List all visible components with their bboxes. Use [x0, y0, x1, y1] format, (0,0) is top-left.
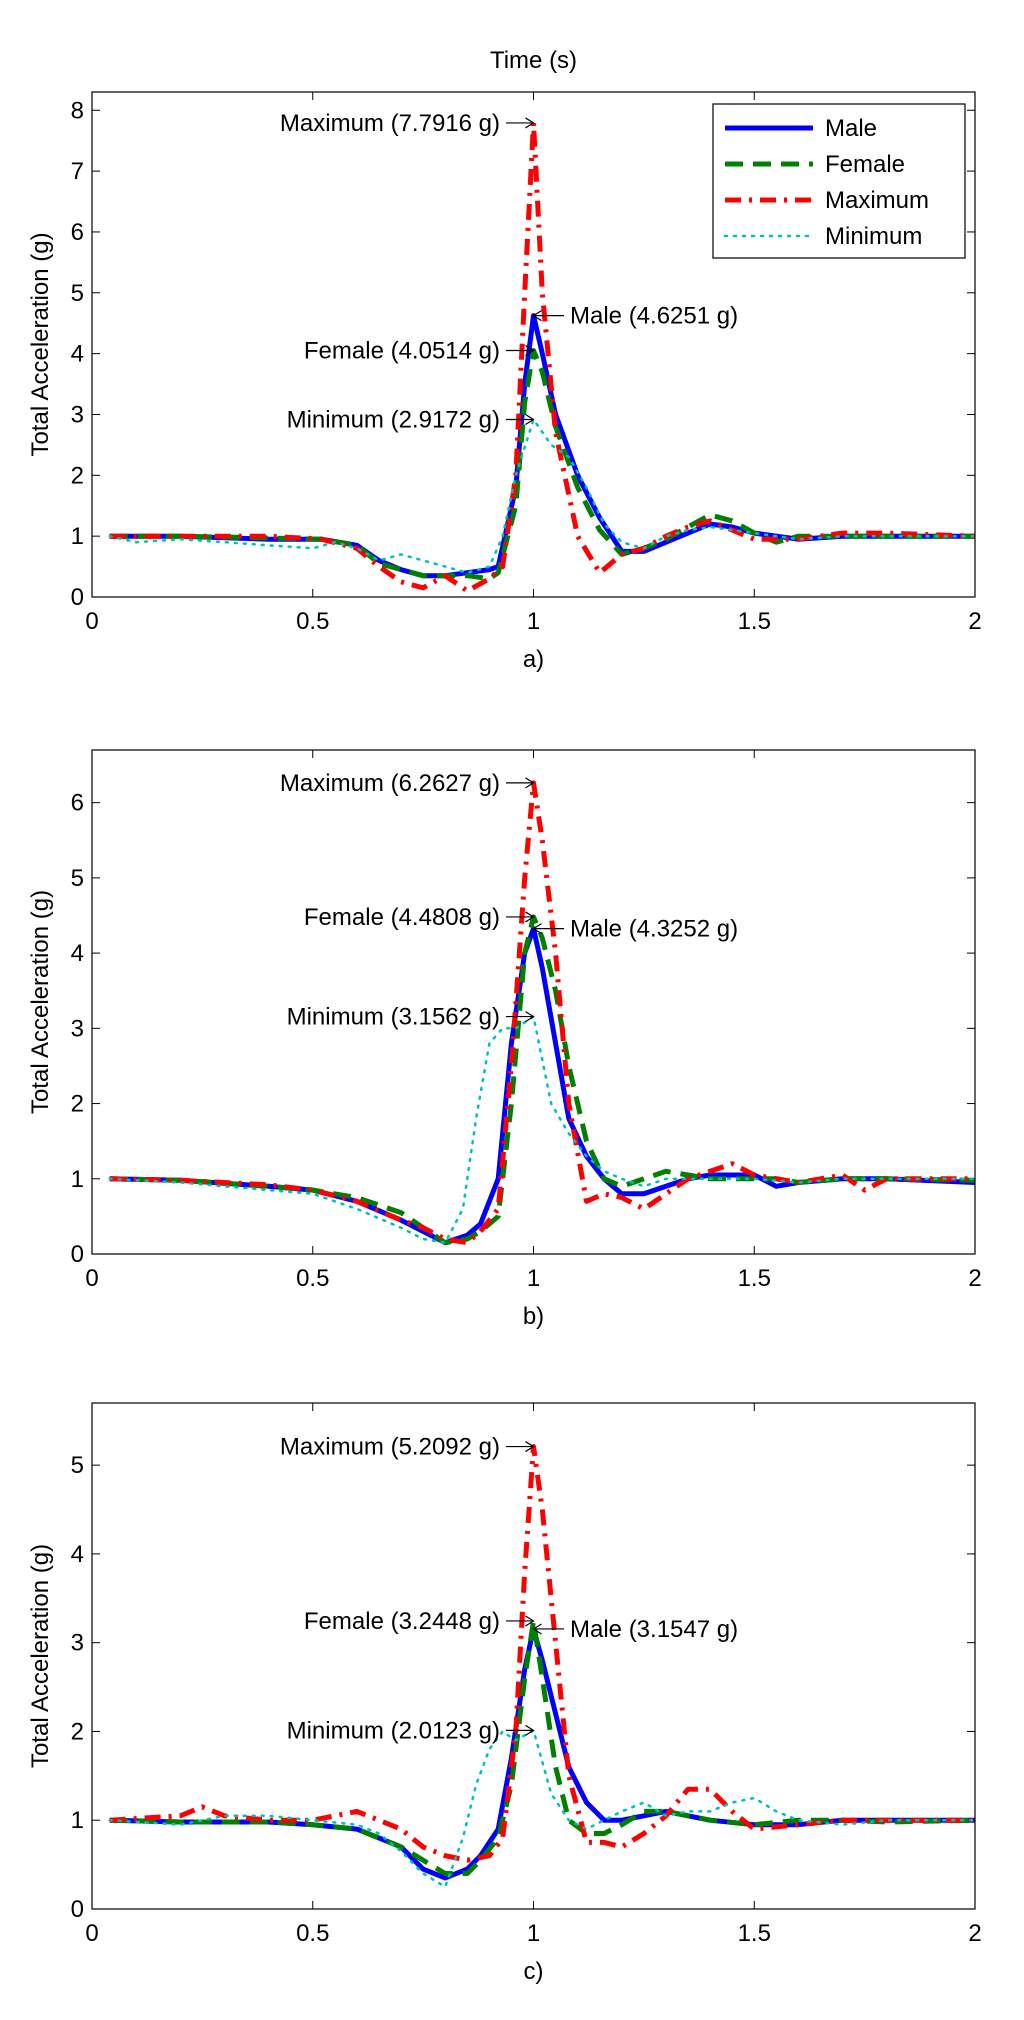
- x-tick-label: 1: [527, 1920, 540, 1947]
- series-line-minimum: [108, 1015, 975, 1244]
- series-line-minimum: [108, 1729, 975, 1889]
- y-tick-label: 2: [71, 1091, 84, 1118]
- legend-label-male: Male: [825, 115, 877, 142]
- y-tick-label: 6: [71, 219, 84, 246]
- x-tick-label: 0.5: [296, 1265, 329, 1292]
- annotation-label: Minimum (2.9172 g): [287, 407, 500, 434]
- series-line-maximum: [109, 120, 975, 594]
- y-tick-label: 7: [71, 158, 84, 185]
- annotation-arrow-head: [525, 1615, 535, 1627]
- chart-panel-3: 0 0.5 1 1.5 2 0 1 2 3 4 5 c) Total Acceleration (g) M…: [27, 1402, 982, 1985]
- series-line-female: [109, 914, 975, 1246]
- y-tick-label: 8: [71, 97, 84, 124]
- annotation-arrow-head: [525, 911, 535, 923]
- annotation-arrow-head: [532, 923, 542, 935]
- axes-frame: [91, 1402, 976, 1910]
- y-tick-label: 5: [71, 865, 84, 892]
- legend-label-minimum: Minimum: [825, 223, 922, 250]
- series-line-male: [109, 926, 975, 1246]
- axes-frame: [91, 91, 976, 598]
- annotation-arrow-head: [525, 344, 535, 357]
- y-axis-label: Total Acceleration (g): [27, 890, 54, 1114]
- x-axis-label: a): [523, 646, 544, 673]
- x-tick-label: 0.5: [296, 1920, 329, 1947]
- y-axis-label: Total Acceleration (g): [27, 1544, 54, 1768]
- x-tick-label: 1.5: [738, 1265, 771, 1292]
- x-tick-label: 0: [85, 1265, 98, 1292]
- y-tick-label: 4: [71, 1541, 84, 1568]
- series-group: [108, 780, 975, 1246]
- annotation-arrow-head: [532, 310, 542, 322]
- annotation-label: Maximum (5.2092 g): [280, 1434, 500, 1461]
- annotation-label: Male (4.6251 g): [570, 303, 738, 330]
- annotation-arrow-head: [525, 1011, 535, 1023]
- y-tick-label: 6: [71, 790, 84, 817]
- annotation-label: Female (4.0514 g): [304, 337, 500, 364]
- legend-label-female: Female: [825, 151, 905, 178]
- series-line-maximum: [109, 780, 975, 1246]
- series-line-female: [109, 1618, 975, 1876]
- y-tick-label: 0: [71, 1896, 84, 1923]
- y-tick-label: 2: [71, 1718, 84, 1745]
- x-tick-label: 2: [968, 608, 981, 635]
- y-tick-label: 0: [71, 584, 84, 611]
- annotation-label: Minimum (2.0123 g): [287, 1717, 500, 1744]
- x-tick-label: 0.5: [296, 608, 329, 635]
- annotation-arrow-head: [525, 413, 535, 426]
- series-line-female: [109, 348, 975, 582]
- annotation-arrow-head: [525, 117, 535, 129]
- annotation-label: Maximum (6.2627 g): [280, 770, 500, 797]
- y-axis-label: Total Acceleration (g): [27, 232, 54, 456]
- annotation-arrow-head: [525, 1441, 535, 1453]
- x-tick-label: 1: [527, 1265, 540, 1292]
- y-tick-label: 4: [71, 940, 84, 967]
- series-line-minimum: [108, 418, 975, 574]
- chart-panel-1: Time (s) 0 0.5 1 1.5 2 0 1 2 3 4 5 6 7 8 a) Total Accele…: [27, 47, 982, 673]
- chart-panel-2: 0 0.5 1 1.5 2 0 1 2 3 4 5 6 b) Total Acceleration (g)…: [27, 749, 982, 1330]
- y-tick-label: 0: [71, 1241, 84, 1268]
- y-tick-label: 5: [71, 1452, 84, 1479]
- x-axis-label: b): [523, 1303, 544, 1330]
- y-tick-label: 4: [71, 341, 84, 368]
- legend-label-maximum: Maximum: [825, 187, 929, 214]
- x-tick-label: 0: [85, 608, 98, 635]
- y-tick-label: 1: [71, 1807, 84, 1834]
- x-tick-label: 2: [968, 1920, 981, 1947]
- annotation-label: Female (3.2448 g): [304, 1608, 500, 1635]
- y-tick-label: 3: [71, 401, 84, 428]
- series-group: [108, 1444, 975, 1889]
- annotation-arrow-head: [532, 1623, 542, 1635]
- x-tick-label: 1: [527, 608, 540, 635]
- y-tick-label: 5: [71, 280, 84, 307]
- y-tick-label: 3: [71, 1630, 84, 1657]
- annotation-arrow-head: [525, 1724, 535, 1736]
- annotation-label: Male (3.1547 g): [570, 1616, 738, 1643]
- y-tick-label: 1: [71, 523, 84, 550]
- annotation-label: Male (4.3252 g): [570, 916, 738, 943]
- axes-frame: [91, 749, 976, 1255]
- y-tick-label: 1: [71, 1166, 84, 1193]
- legend: Male Female Maximum Minimum: [712, 103, 966, 259]
- x-tick-label: 1.5: [738, 608, 771, 635]
- x-tick-label: 0: [85, 1920, 98, 1947]
- annotation-arrow-head: [525, 777, 535, 789]
- x-tick-label: 1.5: [738, 1920, 771, 1947]
- x-tick-label: 2: [968, 1265, 981, 1292]
- annotation-label: Maximum (7.7916 g): [280, 110, 500, 137]
- annotation-label: Female (4.4808 g): [304, 904, 500, 931]
- y-tick-label: 2: [71, 462, 84, 489]
- annotation-label: Minimum (3.1562 g): [287, 1004, 500, 1031]
- chart-title: Time (s): [490, 47, 577, 74]
- x-axis-label: c): [524, 1958, 544, 1985]
- series-group: [108, 120, 975, 594]
- y-tick-label: 3: [71, 1015, 84, 1042]
